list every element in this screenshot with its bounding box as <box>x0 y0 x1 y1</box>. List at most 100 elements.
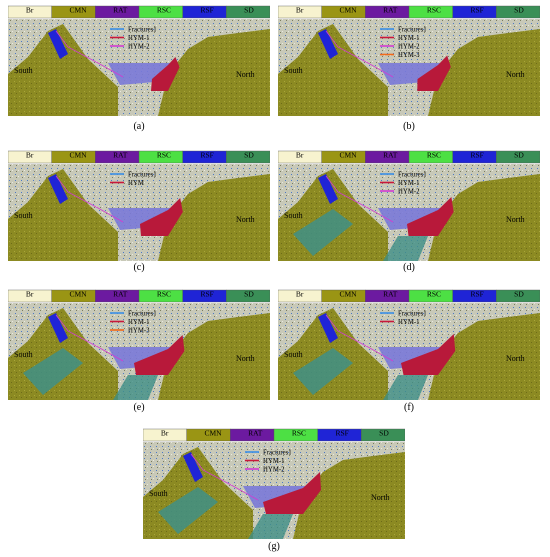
legend-label: HYM-1 <box>128 319 150 326</box>
colorbar-label: RAT <box>113 6 128 15</box>
north-label: North <box>371 493 390 502</box>
legend-label: HYM <box>128 180 144 187</box>
north-label: North <box>236 354 255 363</box>
colorbar-label: RAT <box>248 429 263 438</box>
legend-label: Fractures1 <box>128 27 157 34</box>
hym-body <box>263 472 321 514</box>
hym-trace-line <box>55 314 124 362</box>
geologic-section: South North <box>8 303 270 400</box>
hym-trace-line <box>325 314 394 362</box>
legend-label: Fractures1 <box>263 450 292 457</box>
colorbar-label: RSC <box>157 151 171 160</box>
colorbar-label: RSF <box>336 429 349 438</box>
caption-a: (a) <box>133 121 145 132</box>
colorbar-label: SD <box>514 151 524 160</box>
south-label: South <box>284 350 303 359</box>
geologic-section: South North <box>8 19 270 116</box>
teal-layer <box>293 348 353 395</box>
colorbar-label: Br <box>26 151 34 160</box>
legend-label: Fractures1 <box>398 172 427 179</box>
legend-label: HYM-1 <box>263 458 285 465</box>
north-slope <box>158 174 270 261</box>
caption-e: (e) <box>133 402 145 413</box>
hym-body <box>407 197 454 236</box>
legend-label: HYM-3 <box>398 52 420 59</box>
colorbar-label: CMN <box>70 151 88 160</box>
legend-label: HYM-1 <box>398 180 420 187</box>
legend-label: HYM-3 <box>128 328 150 335</box>
panel-c: Br CMN RAT RSC RSF SD South North Fractures1 HYM <box>8 149 270 261</box>
caption-g: (g) <box>268 541 280 552</box>
legend-label: Fractures1 <box>398 311 427 318</box>
north-label: North <box>506 215 525 224</box>
legend-label: HYM-2 <box>398 44 420 51</box>
colorbar-label: RSF <box>471 151 484 160</box>
south-label: South <box>149 489 168 498</box>
teal-layer <box>113 375 158 400</box>
legend-label: HYM-1 <box>398 35 420 42</box>
north-slope <box>428 313 540 400</box>
colorbar-label: Br <box>26 290 34 299</box>
colorbar-label: RSC <box>427 151 441 160</box>
south-label: South <box>284 66 303 75</box>
south-label: South <box>14 211 33 220</box>
teal-layer <box>158 487 218 534</box>
caption-c: (c) <box>133 262 145 273</box>
geologic-section: South North <box>278 164 540 261</box>
north-label: North <box>236 215 255 224</box>
geologic-section: South North <box>278 303 540 400</box>
colorbar-label: RSC <box>427 290 441 299</box>
colorbar-label: CMN <box>205 429 223 438</box>
colorbar-label: RSC <box>157 6 171 15</box>
colorbar: Br CMN RAT RSC RSF SD <box>278 290 540 303</box>
colorbar-label: SD <box>244 6 254 15</box>
caption-b: (b) <box>403 121 415 132</box>
south-slope <box>8 24 118 116</box>
hym-trace-line <box>55 175 124 223</box>
hym-trace-line <box>325 175 394 223</box>
hym-body <box>151 57 180 91</box>
colorbar-label: RSF <box>201 290 214 299</box>
teal-layer <box>23 348 83 395</box>
hym-body <box>417 55 451 91</box>
colorbar-label: RSC <box>157 290 171 299</box>
colorbar-label: RSF <box>201 6 214 15</box>
panel-a: Br CMN RAT RSC RSF SD South North Fractures1 HYM-… <box>8 4 270 116</box>
panel-e: Br CMN RAT RSC RSF SD South North Fractures1 HYM-… <box>8 288 270 400</box>
colorbar-label: Br <box>296 290 304 299</box>
geologic-section: South North <box>278 19 540 116</box>
colorbar-label: RAT <box>113 151 128 160</box>
panel-f: Br CMN RAT RSC RSF SD South North Fractures1 HYM-… <box>278 288 540 400</box>
colorbar-label: CMN <box>340 151 358 160</box>
colorbar-label: RAT <box>383 6 398 15</box>
rsf-band <box>318 29 338 59</box>
colorbar-label: SD <box>514 290 524 299</box>
colorbar: Br CMN RAT RSC RSF SD <box>8 6 270 19</box>
hym-trace-line <box>325 30 394 78</box>
rsf-band <box>183 452 203 482</box>
north-slope <box>428 174 540 261</box>
teal-layer <box>383 236 428 261</box>
colorbar-label: RAT <box>383 290 398 299</box>
north-slope <box>158 29 270 116</box>
legend-label: HYM-2 <box>263 467 285 474</box>
colorbar: Br CMN RAT RSC RSF SD <box>8 151 270 164</box>
geologic-section: South North <box>143 442 405 539</box>
colorbar-label: CMN <box>340 290 358 299</box>
north-label: North <box>506 70 525 79</box>
legend-label: HYM-2 <box>128 44 150 51</box>
colorbar-label: SD <box>244 290 254 299</box>
legend-label: HYM-1 <box>128 35 150 42</box>
